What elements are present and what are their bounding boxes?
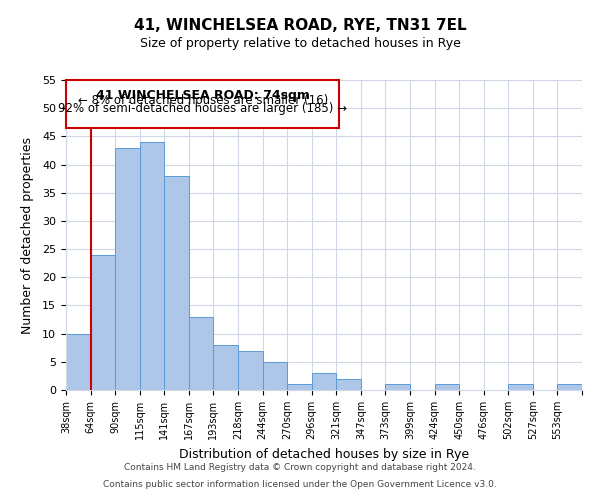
Bar <box>140 142 164 390</box>
Bar <box>115 148 140 390</box>
Bar <box>385 384 410 390</box>
Text: 92% of semi-detached houses are larger (185) →: 92% of semi-detached houses are larger (… <box>58 102 347 114</box>
Y-axis label: Number of detached properties: Number of detached properties <box>21 136 34 334</box>
X-axis label: Distribution of detached houses by size in Rye: Distribution of detached houses by size … <box>179 448 469 460</box>
Bar <box>164 176 189 390</box>
Bar <box>263 362 287 390</box>
Text: Contains HM Land Registry data © Crown copyright and database right 2024.: Contains HM Land Registry data © Crown c… <box>124 464 476 472</box>
Bar <box>336 378 361 390</box>
Text: ← 8% of detached houses are smaller (16): ← 8% of detached houses are smaller (16) <box>77 94 328 107</box>
Bar <box>434 384 459 390</box>
Bar <box>238 350 263 390</box>
Bar <box>189 316 214 390</box>
Bar <box>214 345 238 390</box>
Text: 41, WINCHELSEA ROAD, RYE, TN31 7EL: 41, WINCHELSEA ROAD, RYE, TN31 7EL <box>134 18 466 32</box>
Bar <box>312 373 336 390</box>
Bar <box>91 254 115 390</box>
Bar <box>66 334 91 390</box>
Text: Size of property relative to detached houses in Rye: Size of property relative to detached ho… <box>140 38 460 51</box>
Text: 41 WINCHELSEA ROAD: 74sqm: 41 WINCHELSEA ROAD: 74sqm <box>96 90 310 102</box>
Bar <box>557 384 582 390</box>
Text: Contains public sector information licensed under the Open Government Licence v3: Contains public sector information licen… <box>103 480 497 489</box>
Bar <box>508 384 533 390</box>
FancyBboxPatch shape <box>66 80 340 128</box>
Bar <box>287 384 312 390</box>
